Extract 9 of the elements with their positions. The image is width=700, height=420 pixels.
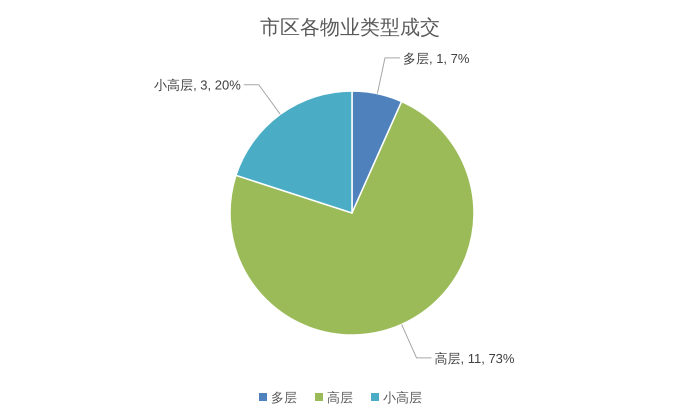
legend-label: 小高层 xyxy=(383,390,422,405)
data-label: 高层, 11, 73% xyxy=(434,350,515,366)
pie-slice xyxy=(229,100,475,336)
legend-label: 高层 xyxy=(327,390,353,405)
legend-label: 多层 xyxy=(271,390,297,405)
pie-slice xyxy=(235,90,353,214)
chart-title: 市区各物业类型成交 xyxy=(260,17,440,39)
data-label: 小高层, 3, 20% xyxy=(154,78,242,93)
data-label: 多层, 1, 7% xyxy=(402,50,470,66)
